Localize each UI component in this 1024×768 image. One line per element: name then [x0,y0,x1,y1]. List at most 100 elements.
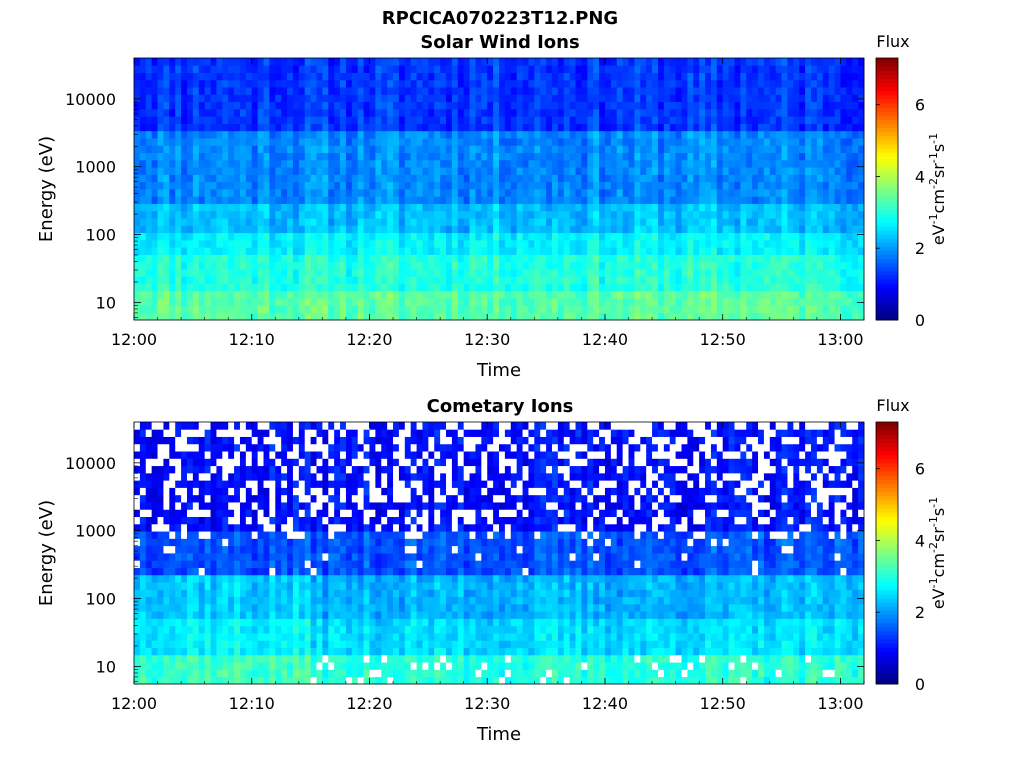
heatmap-cell [145,480,153,488]
heatmap-cell [163,108,170,117]
heatmap-cell [504,152,512,161]
heatmap-cell [534,116,541,124]
heatmap-cell [357,305,364,314]
heatmap-cell [846,312,853,321]
heatmap-cell [145,94,153,103]
heatmap-cell [716,269,724,277]
heatmap-cell [769,65,777,73]
heatmap-cell [369,145,376,154]
y-tick-label: 10000 [65,90,116,109]
heatmap-cell [822,218,830,226]
heatmap-cell [758,174,765,183]
heatmap-cell [758,218,765,226]
heatmap-cell [652,218,659,226]
heatmap-cell [393,145,400,154]
heatmap-cell [581,79,588,88]
heatmap-cell [310,218,317,226]
heatmap-cell [239,203,247,212]
heatmap-cell [257,196,264,204]
heatmap-cell [799,181,806,190]
heatmap-cell [663,72,671,81]
heatmap-cell [852,254,859,263]
heatmap-cell [593,167,600,175]
heatmap-cell [646,247,653,255]
heatmap-cell [175,239,182,248]
heatmap-cell [210,94,217,103]
heatmap-cell [528,65,535,73]
heatmap-cell [681,167,688,175]
heatmap-cell [746,254,753,263]
heatmap-cell [316,94,323,103]
heatmap-cell [275,72,282,81]
heatmap-cell [422,232,429,241]
heatmap-cell [263,108,270,117]
heatmap-cell [381,101,388,110]
heatmap-cell [616,247,624,255]
heatmap-cell [822,254,830,263]
heatmap-cell [369,312,376,321]
heatmap-cell [357,218,364,226]
heatmap-cell [446,254,453,263]
heatmap-cell [740,232,747,241]
heatmap-cell [163,523,170,532]
heatmap-cell [675,290,682,299]
heatmap-cell [351,298,359,306]
heatmap-cell [351,181,359,190]
heatmap-cell [198,72,206,81]
heatmap-cell [551,108,559,117]
heatmap-cell [145,582,153,590]
heatmap-cell [681,152,688,161]
heatmap-cell [652,298,659,306]
heatmap-cell [775,247,782,255]
heatmap-cell [805,79,812,88]
heatmap-cell [840,247,847,255]
heatmap-cell [687,65,694,73]
heatmap-cell [663,232,671,241]
heatmap-cell [599,94,606,103]
heatmap-cell [328,108,335,117]
heatmap-cell [216,79,223,88]
heatmap-cell [351,65,359,73]
heatmap-cell [304,72,312,81]
heatmap-cell [287,239,294,248]
heatmap-cell [487,283,494,292]
heatmap-cell [269,130,276,139]
heatmap-cell [510,196,518,204]
heatmap-cell [787,298,794,306]
heatmap-cell [422,145,429,154]
heatmap-cell [834,116,841,124]
heatmap-cell [787,167,794,175]
heatmap-cell [134,523,141,532]
heatmap-cell [169,305,176,314]
heatmap-cell [257,261,264,270]
heatmap-cell [587,305,594,314]
heatmap-cell [557,298,565,306]
heatmap-cell [175,210,182,219]
heatmap-cell [693,72,700,81]
heatmap-cell [251,87,259,95]
heatmap-cell [169,290,176,299]
heatmap-cell [410,203,417,212]
heatmap-cell [387,290,394,299]
heatmap-cell [734,138,741,146]
heatmap-cell [593,225,600,234]
heatmap-cell [575,232,582,241]
heatmap-cell [528,276,535,285]
heatmap-cell [540,65,547,73]
heatmap-cell [763,269,771,277]
colorbar-segment [876,262,898,268]
heatmap-cell [157,203,164,212]
heatmap-cell [404,152,412,161]
heatmap-cell [251,189,259,197]
heatmap-cell [546,239,553,248]
heatmap-cell [387,108,394,117]
colorbar-segment [876,189,898,194]
heatmap-cell [428,261,435,270]
heatmap-cell [192,298,200,306]
colorbar-segment [876,94,898,100]
heatmap-cell [393,218,400,226]
heatmap-cell [363,298,370,306]
heatmap-cell [575,130,582,139]
heatmap-cell [546,210,553,219]
heatmap-cell [811,58,818,66]
